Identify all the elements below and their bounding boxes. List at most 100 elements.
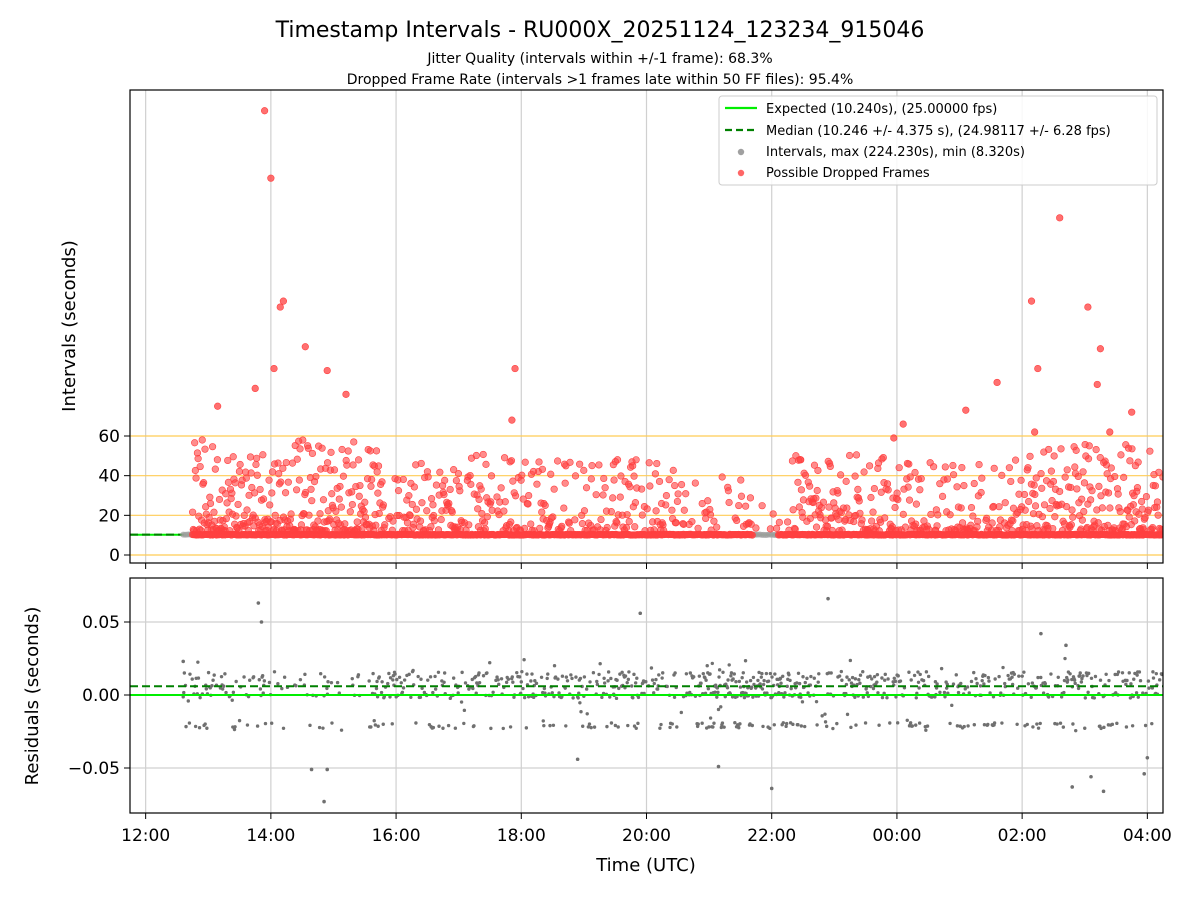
residual-point [256, 601, 261, 605]
residual-point [738, 722, 742, 726]
dropped-frame-point [983, 514, 991, 522]
residual-point [861, 670, 865, 674]
residual-point [582, 675, 587, 679]
dropped-frame-point [535, 458, 543, 466]
residual-point [764, 671, 769, 676]
residual-point [495, 675, 499, 679]
dropped-frame-point [823, 522, 832, 530]
residual-point [1036, 675, 1040, 680]
residual-point [912, 673, 917, 678]
residual-point [712, 721, 716, 725]
dropped-frame-point [518, 471, 526, 479]
residual-point [955, 724, 960, 728]
residual-point [854, 723, 858, 727]
residual-point [609, 676, 613, 681]
dropped-frame-point [553, 457, 562, 465]
dropped-frame-point [1072, 446, 1080, 454]
residual-point [965, 685, 970, 689]
residual-point [463, 681, 468, 685]
dropped-frame-point [789, 506, 797, 514]
dropped-frame-point [1051, 513, 1059, 521]
residual-point [234, 679, 238, 684]
dropped-frame-point [867, 493, 875, 502]
dropped-frame-point [1154, 511, 1162, 519]
dropped-frame-point [430, 517, 438, 525]
residual-point [791, 722, 795, 727]
dropped-frame-point [259, 495, 268, 503]
residual-point [877, 723, 881, 727]
dropped-frame-point [1080, 479, 1089, 487]
dropped-frame-point [884, 486, 892, 494]
dropped-frame-point [1063, 466, 1071, 474]
residual-point [972, 723, 977, 727]
residual-point [659, 722, 663, 727]
residual-point [565, 679, 570, 683]
residual-point [627, 670, 631, 674]
dropped-frame-point [350, 438, 358, 446]
residual-point [986, 675, 991, 680]
dropped-frame-point [1032, 474, 1040, 482]
residual-point [1035, 722, 1039, 726]
residual-point [982, 723, 987, 727]
residual-point [519, 680, 523, 684]
residual-point [477, 671, 481, 675]
residual-point [459, 700, 464, 704]
residual-point [1039, 675, 1043, 680]
residual-point [924, 728, 928, 732]
residual-point [581, 724, 585, 728]
residual-point [188, 672, 192, 676]
residual-point [630, 684, 634, 688]
residual-point [491, 690, 495, 694]
bottom-x-tick-label: 22:00 [747, 826, 796, 846]
residual-point [1064, 643, 1068, 648]
dropped-frame-point [1103, 470, 1111, 478]
residual-point [872, 674, 877, 679]
dropped-frame-point [1057, 445, 1065, 453]
residual-point [727, 663, 731, 667]
residual-point [608, 695, 612, 699]
dropped-frame-point [256, 485, 264, 494]
dropped-frame-point [645, 459, 653, 467]
dropped-frame-point [242, 474, 250, 482]
residual-point [875, 680, 879, 684]
dropped-frame-point [360, 507, 368, 516]
residual-point [488, 661, 492, 665]
residual-point [938, 690, 942, 695]
residual-point [308, 723, 312, 728]
residual-point [510, 675, 514, 679]
residual-point [635, 676, 639, 680]
residual-point [181, 659, 186, 664]
dropped-frame-point [1031, 490, 1039, 499]
residual-point [870, 677, 874, 681]
dropped-frame-point [268, 468, 277, 476]
residual-point [442, 671, 447, 675]
residual-point [585, 712, 589, 716]
dropped-frame-point [481, 519, 489, 527]
residual-point [548, 723, 552, 728]
dropped-frame-point [933, 522, 941, 530]
dropped-frame-point [747, 520, 755, 528]
residual-point [569, 673, 573, 677]
dropped-frame-point [588, 462, 596, 470]
residual-point [1079, 680, 1084, 684]
dropped-frame-point [519, 495, 527, 503]
dropped-frame-point [452, 476, 460, 485]
dropped-frame-point [582, 484, 591, 492]
dropped-frame-point [208, 443, 217, 451]
dropped-frame-point [1056, 487, 1064, 496]
residual-point [1010, 675, 1014, 679]
residual-point [820, 714, 824, 718]
dropped-frame-point [1087, 496, 1095, 504]
dropped-frame-point [1093, 380, 1101, 389]
dropped-frame-point [978, 474, 986, 482]
dropped-frame-point [354, 456, 363, 464]
residual-point [772, 723, 776, 727]
dropped-frame-point [1008, 527, 1016, 535]
residual-point [521, 686, 525, 691]
residual-point [708, 672, 712, 676]
dropped-frame-point [1153, 498, 1162, 506]
residual-point [633, 681, 638, 685]
dropped-frame-point [838, 526, 846, 534]
residual-point [212, 673, 216, 677]
dropped-frame-point [475, 495, 483, 504]
